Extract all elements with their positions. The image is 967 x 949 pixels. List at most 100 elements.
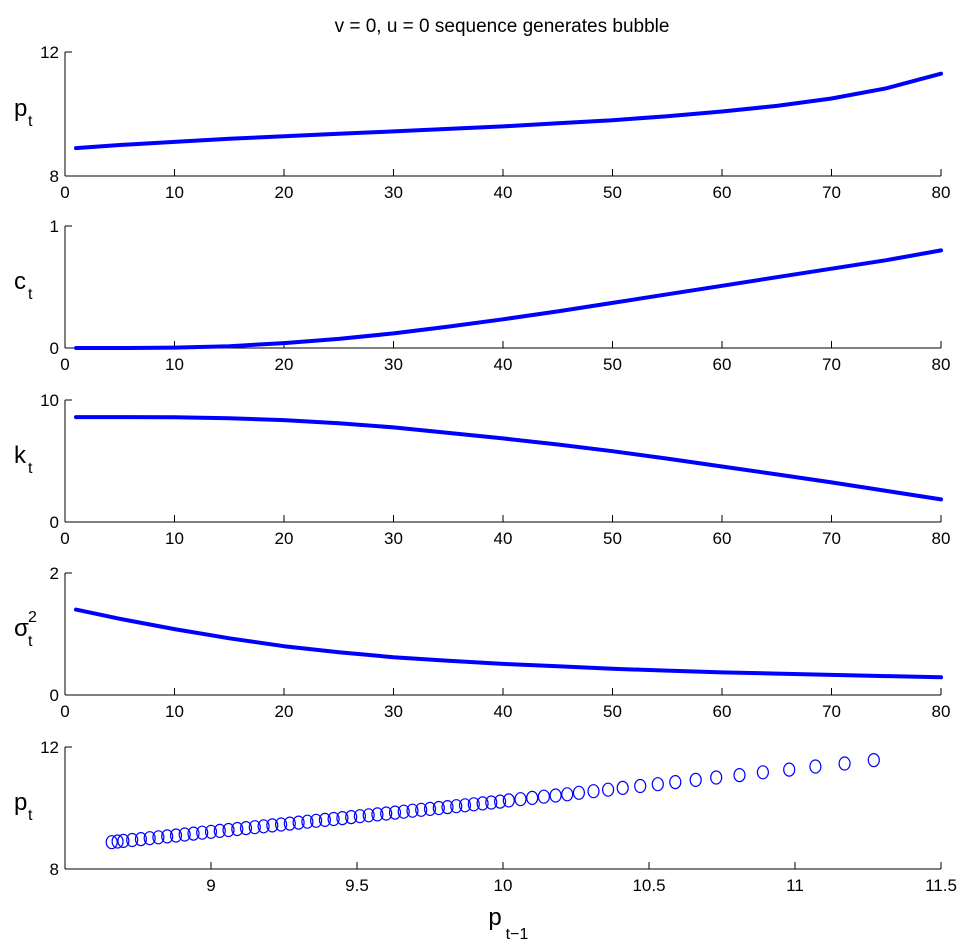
x-tick-label: 40	[494, 355, 513, 374]
scatter-point	[266, 818, 279, 833]
scatter-point	[669, 774, 682, 790]
scatter-point	[537, 789, 551, 804]
y-tick-label: 0	[50, 686, 59, 705]
scatter-point	[187, 826, 200, 841]
scatter-point	[161, 829, 174, 844]
scatter-point	[336, 810, 349, 826]
scatter-point	[380, 806, 393, 821]
x-tick-label: 10	[494, 876, 513, 895]
y-tick-label: 10	[40, 391, 59, 410]
scatter-point	[458, 798, 472, 813]
x-tick-label: 70	[822, 702, 841, 721]
x-tick-label: 11.5	[925, 876, 957, 895]
x-tick-label: 70	[822, 355, 841, 374]
scatter-point	[502, 793, 515, 808]
x-tick-label: 30	[384, 529, 403, 548]
y-tick-label: 0	[50, 513, 59, 532]
scatter-point	[204, 824, 218, 839]
y-axis-label-subscript: t	[28, 633, 33, 650]
x-tick-label: 10	[165, 355, 184, 374]
scatter-point	[371, 807, 384, 822]
scatter-point	[169, 828, 183, 843]
x-tick-label: 40	[494, 702, 513, 721]
x-tick-label: 60	[713, 702, 732, 721]
y-axis-label: σ	[14, 615, 29, 642]
scatter-point	[415, 802, 428, 817]
x-tick-label: 0	[60, 183, 69, 202]
scatter-point	[292, 815, 305, 830]
scatter-point	[283, 816, 296, 831]
scatter-point	[327, 811, 340, 827]
x-axis-label: p	[488, 904, 501, 931]
x-tick-label: 30	[384, 355, 403, 374]
x-tick-label: 60	[713, 355, 732, 374]
x-tick-label: 20	[275, 183, 294, 202]
y-axis-label: k	[14, 442, 27, 469]
scatter-point	[838, 756, 851, 771]
x-tick-label: 0	[60, 529, 69, 548]
series-line	[74, 248, 943, 350]
x-tick-label: 11	[786, 876, 804, 895]
scatter-point	[783, 762, 796, 777]
scatter-point	[450, 799, 463, 814]
x-tick-label: 50	[603, 183, 622, 202]
x-tick-label: 60	[713, 183, 732, 202]
x-tick-label: 10	[165, 702, 184, 721]
x-tick-label: 30	[384, 183, 403, 202]
scatter-point	[710, 770, 723, 785]
y-tick-label: 8	[50, 167, 59, 186]
scatter-point	[345, 809, 358, 825]
scatter-point	[514, 792, 527, 807]
x-tick-label: 80	[932, 355, 951, 374]
series-line	[74, 71, 943, 151]
scatter-point	[733, 767, 746, 783]
scatter-point	[397, 804, 410, 819]
y-tick-label: 12	[40, 738, 59, 757]
y-axis-label-superscript: 2	[28, 609, 37, 626]
y-axis-label: c	[14, 268, 26, 295]
x-tick-label: 40	[494, 183, 513, 202]
scatter-point	[561, 787, 574, 802]
scatter-point	[222, 822, 235, 838]
y-axis-label: p	[14, 95, 27, 122]
scatter-point	[318, 812, 331, 828]
figure-title: v = 0, u = 0 sequence generates bubble	[335, 16, 670, 37]
scatter-point	[353, 809, 366, 824]
chart-panel-2: 0 10 20 30 40 50 60 70 80 0 1 c t	[14, 217, 950, 374]
scatter-point	[406, 803, 419, 818]
scatter-point	[117, 833, 130, 849]
y-tick-label: 0	[50, 339, 59, 358]
scatter-point	[134, 831, 147, 847]
scatter-point	[248, 820, 261, 835]
x-tick-label: 40	[494, 529, 513, 548]
scatter-point	[152, 830, 165, 845]
scatter-point	[301, 814, 314, 829]
scatter-point	[231, 821, 244, 837]
scatter-point	[432, 800, 445, 816]
y-axis-label: p	[14, 789, 27, 816]
scatter-point	[651, 777, 664, 792]
scatter-point	[756, 765, 770, 780]
scatter-point	[275, 817, 288, 832]
x-tick-label: 10	[165, 529, 184, 548]
x-tick-label: 9	[206, 876, 215, 895]
scatter-point	[105, 835, 118, 850]
scatter-point	[809, 759, 822, 774]
x-tick-label: 0	[60, 355, 69, 374]
x-tick-label: 30	[384, 702, 403, 721]
x-tick-label: 20	[275, 355, 294, 374]
scatter-point	[257, 819, 270, 834]
scatter-point	[126, 832, 139, 848]
y-axis-label-subscript: t	[28, 113, 33, 130]
scatter-point	[213, 823, 226, 839]
chart-panel-1: 0 10 20 30 40 50 60 70 80 8 12 p t	[14, 43, 950, 202]
y-tick-label: 8	[50, 860, 59, 879]
scatter-point	[111, 834, 124, 849]
x-tick-label: 80	[932, 702, 951, 721]
scatter-point	[572, 785, 586, 800]
x-tick-label: 0	[60, 702, 69, 721]
scatter-point	[689, 772, 702, 788]
y-tick-label: 2	[50, 564, 59, 583]
scatter-point	[388, 805, 402, 820]
